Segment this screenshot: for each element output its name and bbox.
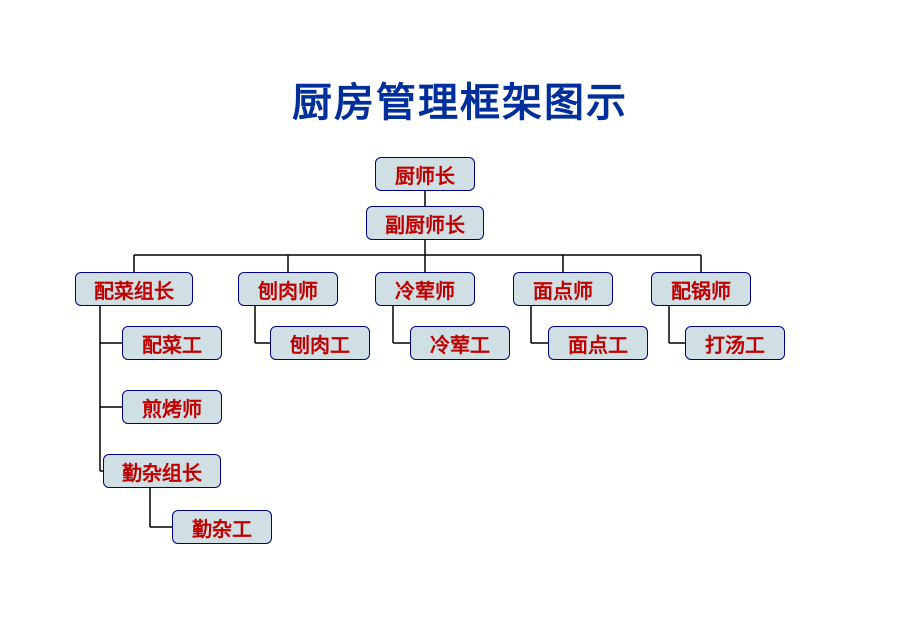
node-veg-worker: 配菜工	[122, 326, 222, 360]
node-pastry-chef: 面点师	[513, 272, 613, 306]
node-pot-chef: 配锅师	[651, 272, 751, 306]
node-grill-chef: 煎烤师	[122, 390, 222, 424]
diagram-title: 厨房管理框架图示	[0, 70, 920, 128]
node-veg-lead: 配菜组长	[75, 272, 193, 306]
node-cold-chef: 冷荤师	[375, 272, 475, 306]
node-misc-worker: 勤杂工	[172, 510, 272, 544]
node-meat-worker: 刨肉工	[270, 326, 370, 360]
node-cold-worker: 冷荤工	[410, 326, 510, 360]
node-meat-chef: 刨肉师	[238, 272, 338, 306]
node-sous-chef: 副厨师长	[366, 206, 484, 240]
node-head-chef: 厨师长	[375, 157, 475, 191]
node-pastry-worker: 面点工	[548, 326, 648, 360]
node-misc-lead: 勤杂组长	[103, 454, 221, 488]
node-soup-worker: 打汤工	[685, 326, 785, 360]
